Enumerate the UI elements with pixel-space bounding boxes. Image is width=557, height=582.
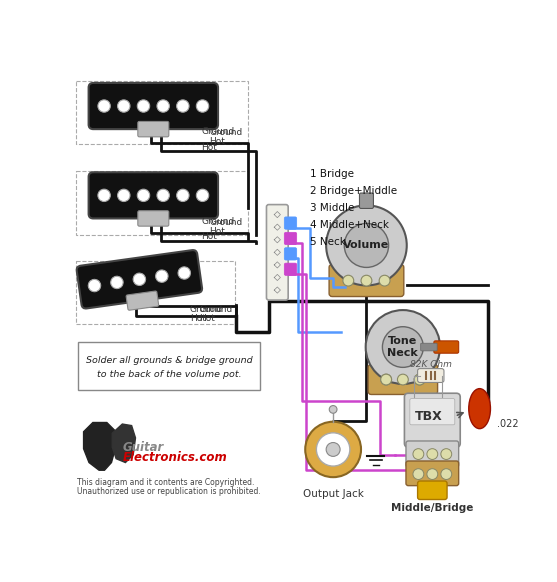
Text: Hot: Hot — [199, 314, 215, 323]
FancyBboxPatch shape — [406, 441, 458, 467]
Circle shape — [157, 189, 169, 201]
Text: Hot: Hot — [202, 143, 217, 152]
Circle shape — [427, 469, 438, 480]
FancyBboxPatch shape — [284, 232, 297, 244]
Circle shape — [111, 276, 123, 289]
Text: 5 Neck: 5 Neck — [310, 236, 346, 247]
FancyBboxPatch shape — [272, 211, 283, 293]
Circle shape — [305, 422, 361, 477]
Circle shape — [413, 469, 424, 480]
FancyBboxPatch shape — [359, 193, 373, 208]
FancyBboxPatch shape — [404, 393, 460, 447]
Circle shape — [381, 374, 392, 385]
Circle shape — [98, 189, 110, 201]
Circle shape — [177, 100, 189, 112]
Circle shape — [98, 100, 110, 112]
Text: 2 Bridge+Middle: 2 Bridge+Middle — [310, 186, 397, 196]
FancyBboxPatch shape — [284, 248, 297, 260]
FancyBboxPatch shape — [329, 264, 404, 296]
Circle shape — [326, 205, 407, 285]
Text: Unauthorized use or republication is prohibited.: Unauthorized use or republication is pro… — [77, 487, 261, 496]
Polygon shape — [113, 424, 135, 463]
FancyBboxPatch shape — [418, 481, 447, 499]
Text: 1 Bridge: 1 Bridge — [310, 169, 354, 179]
FancyBboxPatch shape — [418, 368, 444, 382]
Text: Ground: Ground — [190, 304, 223, 314]
Text: Volume: Volume — [343, 240, 389, 250]
Circle shape — [118, 189, 130, 201]
Circle shape — [441, 449, 452, 459]
Circle shape — [137, 100, 150, 112]
FancyBboxPatch shape — [406, 461, 458, 485]
FancyBboxPatch shape — [89, 83, 218, 129]
FancyBboxPatch shape — [368, 364, 438, 395]
Text: Ground: Ground — [202, 217, 234, 226]
Circle shape — [441, 469, 452, 480]
Text: Middle/Bridge: Middle/Bridge — [391, 503, 473, 513]
Text: 4 Middle+Neck: 4 Middle+Neck — [310, 219, 389, 230]
Circle shape — [414, 374, 425, 385]
FancyBboxPatch shape — [77, 250, 202, 308]
Text: Solder all grounds & bridge ground
to the back of the volume pot.: Solder all grounds & bridge ground to th… — [86, 356, 252, 378]
Circle shape — [343, 275, 354, 286]
Circle shape — [379, 275, 390, 286]
Text: 3 Middle: 3 Middle — [310, 203, 354, 212]
Circle shape — [157, 100, 169, 112]
Text: Ground: Ground — [209, 218, 242, 226]
Text: TBX: TBX — [414, 410, 442, 423]
Circle shape — [133, 273, 145, 285]
Polygon shape — [84, 423, 116, 470]
FancyBboxPatch shape — [284, 217, 297, 229]
FancyBboxPatch shape — [126, 291, 159, 310]
Circle shape — [329, 406, 337, 413]
FancyBboxPatch shape — [138, 122, 169, 137]
Circle shape — [177, 189, 189, 201]
FancyBboxPatch shape — [89, 172, 218, 218]
Circle shape — [413, 449, 424, 459]
FancyBboxPatch shape — [284, 263, 297, 275]
Circle shape — [196, 100, 209, 112]
Circle shape — [427, 449, 438, 459]
Text: Hot: Hot — [209, 227, 225, 236]
Text: Output Jack: Output Jack — [302, 489, 364, 499]
Circle shape — [178, 267, 190, 279]
Text: Electronics.com: Electronics.com — [123, 452, 227, 464]
Ellipse shape — [469, 389, 491, 429]
Text: Guitar: Guitar — [123, 441, 164, 453]
Circle shape — [383, 327, 423, 367]
Text: This diagram and it contents are Copyrighted.: This diagram and it contents are Copyrig… — [77, 478, 255, 487]
Circle shape — [381, 374, 392, 385]
Text: Hot: Hot — [190, 314, 206, 323]
Circle shape — [326, 442, 340, 456]
Circle shape — [118, 100, 130, 112]
Circle shape — [155, 270, 168, 282]
Circle shape — [361, 275, 372, 286]
Text: Tone
Neck: Tone Neck — [388, 336, 418, 359]
FancyBboxPatch shape — [421, 343, 437, 351]
Circle shape — [344, 223, 389, 267]
Text: .022: .022 — [497, 419, 518, 429]
Text: Ground: Ground — [202, 127, 234, 136]
Text: 82K Ohm: 82K Ohm — [410, 360, 452, 369]
Text: Hot: Hot — [202, 232, 217, 242]
Circle shape — [88, 279, 101, 292]
Circle shape — [414, 374, 425, 385]
FancyBboxPatch shape — [434, 341, 458, 353]
Text: Ground: Ground — [199, 304, 232, 314]
Text: Ground: Ground — [209, 127, 242, 137]
FancyBboxPatch shape — [266, 205, 288, 300]
Circle shape — [366, 310, 440, 384]
Text: Hot: Hot — [209, 137, 225, 146]
FancyBboxPatch shape — [78, 342, 260, 390]
FancyBboxPatch shape — [410, 399, 455, 425]
Circle shape — [398, 374, 408, 385]
FancyBboxPatch shape — [138, 211, 169, 226]
Circle shape — [196, 189, 209, 201]
Circle shape — [316, 433, 350, 466]
Circle shape — [137, 189, 150, 201]
